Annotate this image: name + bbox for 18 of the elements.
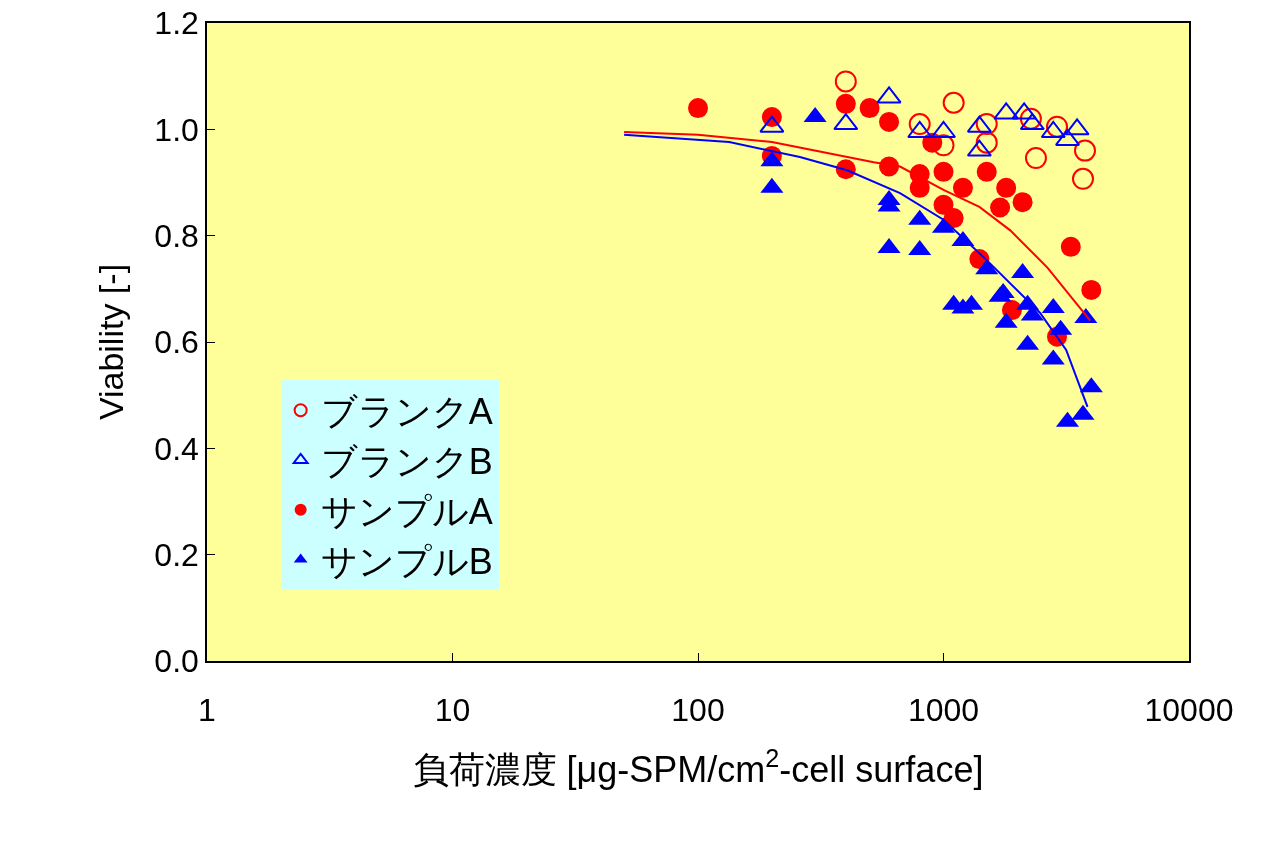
y-tick-label: 0.8 [154, 217, 199, 254]
x-tick-label: 1 [198, 692, 216, 729]
legend-label: サンプルA [320, 490, 493, 532]
x-axis-title: 負荷濃度 [μg-SPM/cm$^{2}$-cell surface] [412, 744, 984, 791]
x-tick-label: 10000 [1144, 692, 1234, 729]
y-tick-label: 0.6 [154, 324, 199, 361]
y-tick-label: 0.0 [154, 643, 199, 680]
y-tick-label: 0.4 [154, 430, 199, 467]
x-tick-label: 100 [671, 692, 725, 729]
y-tick-label: 1.0 [154, 111, 199, 148]
x-tick-label: 10 [434, 692, 471, 729]
legend-label: サンプルB [320, 540, 493, 582]
legend-label: ブランクA [320, 391, 493, 433]
y-tick-label: 0.2 [154, 536, 199, 573]
y-tick-label: 1.2 [154, 5, 199, 42]
legend-label: ブランクB [320, 441, 493, 483]
y-axis-title: Viability [-] [92, 263, 131, 421]
x-tick-label: 1000 [907, 692, 980, 729]
